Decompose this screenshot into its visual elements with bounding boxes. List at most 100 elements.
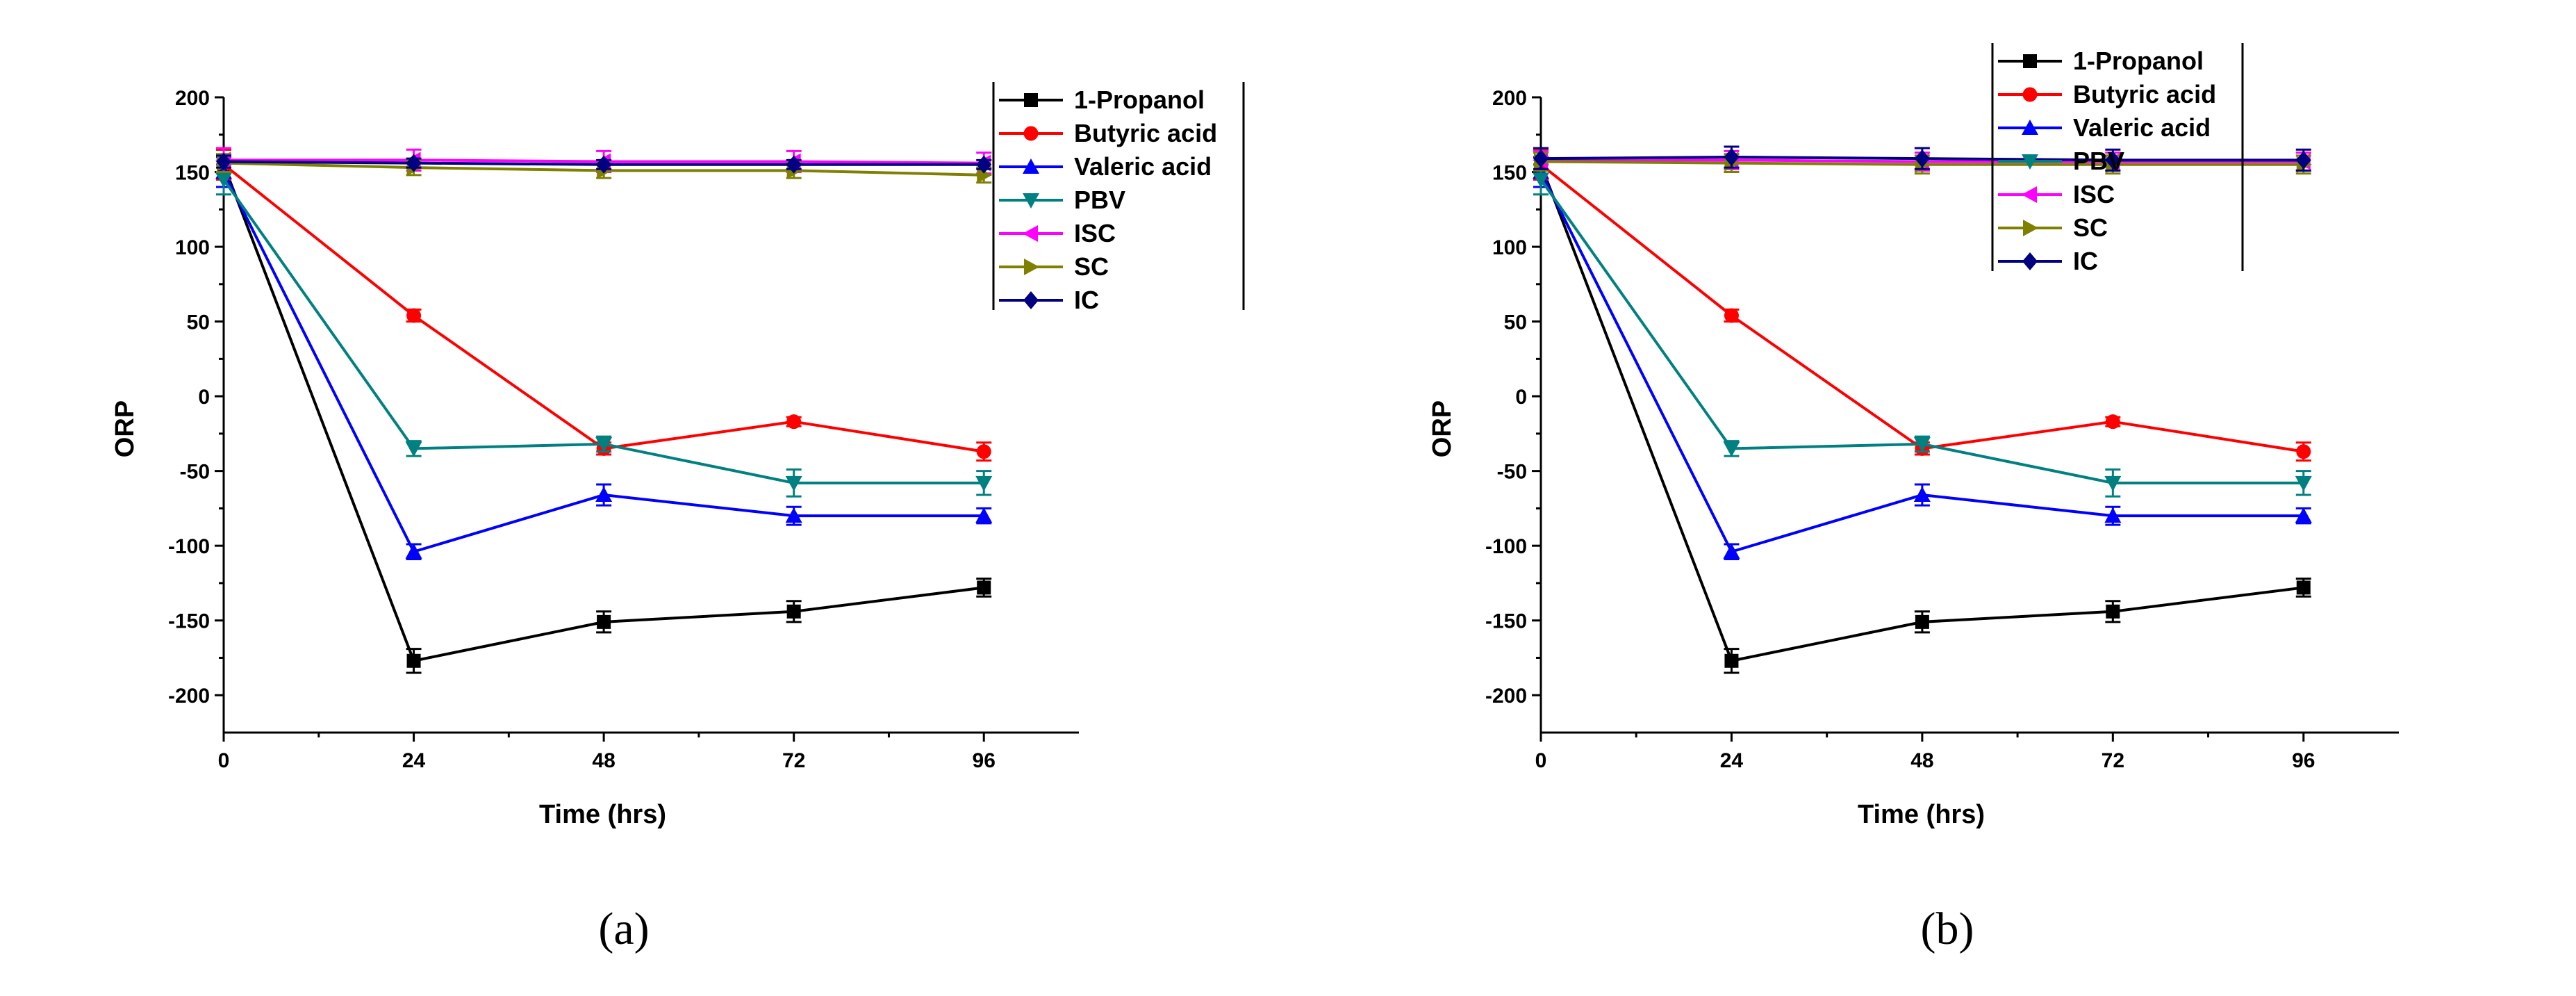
y-tick-label: -100	[168, 535, 210, 558]
data-point	[2295, 475, 2312, 491]
data-point	[406, 154, 422, 172]
y-tick-label: 150	[1492, 162, 1527, 185]
legend: 1-Propanol Butyric acid Valeric acid PBV ISC…	[992, 82, 1245, 314]
legend-label: IC	[1074, 286, 1099, 314]
data-point	[785, 475, 802, 491]
data-point	[2295, 151, 2311, 170]
data-point	[975, 507, 993, 523]
data-point	[1915, 614, 1929, 629]
y-tick-label: -200	[1485, 685, 1527, 708]
data-point	[406, 653, 421, 668]
y-tick-label: 0	[198, 386, 210, 409]
data-point	[1724, 308, 1739, 323]
y-tick-label: -200	[168, 685, 210, 708]
legend-label: ISC	[1074, 219, 1116, 247]
legend-swatch-marker	[1024, 259, 1039, 275]
data-point	[976, 155, 992, 174]
y-tick-label: -50	[180, 461, 210, 484]
data-point	[2296, 444, 2311, 459]
data-point	[977, 580, 991, 595]
series-1-propanol	[216, 148, 992, 674]
data-point	[2295, 507, 2312, 523]
data-point	[785, 507, 802, 523]
data-point	[1533, 149, 1549, 168]
caption-b: (b)	[1921, 904, 1974, 954]
data-point	[786, 604, 801, 619]
y-tick-label: 200	[1492, 87, 1527, 110]
series-ic	[1533, 145, 2311, 172]
chart-panel-b: -200 -150 -100 -50 0 50 100 150 200 0 24 48 72 96 Time…	[1428, 43, 2399, 829]
legend-label: 1-Propanol	[2073, 47, 2204, 75]
y-tick-label: 0	[1515, 386, 1527, 409]
data-point	[786, 155, 802, 174]
legend-label: IC	[2073, 247, 2098, 275]
data-point	[1723, 543, 1740, 559]
legend-swatch-marker	[1023, 158, 1039, 174]
legend-label: PBV	[2073, 147, 2124, 175]
data-point	[1914, 149, 1930, 168]
data-point	[1913, 487, 1931, 503]
x-axis-title: Time (hrs)	[1858, 800, 1985, 829]
legend-label: Butyric acid	[1074, 119, 1217, 147]
legend-label: Butyric acid	[2073, 80, 2216, 108]
legend-label: 1-Propanol	[1074, 85, 1205, 114]
legend-swatch-marker	[1024, 93, 1038, 107]
x-axis-title: Time (hrs)	[539, 800, 666, 829]
legend-swatch-marker	[2022, 186, 2037, 203]
caption-a: (a)	[598, 904, 649, 954]
data-point	[405, 543, 422, 559]
data-point	[596, 155, 612, 174]
data-point	[2104, 507, 2122, 523]
x-tick-label: 0	[1535, 749, 1547, 772]
data-point	[597, 614, 611, 629]
data-point	[216, 152, 231, 171]
x-tick-label: 72	[782, 749, 805, 772]
legend-label: SC	[2073, 213, 2108, 242]
y-tick-label: -150	[168, 610, 210, 633]
data-point	[1533, 172, 1549, 188]
x-tick-label: 24	[402, 749, 426, 772]
y-tick-label: 100	[1492, 236, 1527, 259]
legend-swatch-marker	[1023, 193, 1039, 209]
data-point	[975, 475, 993, 491]
legend-label: SC	[1074, 252, 1109, 281]
x-tick-label: 96	[973, 749, 996, 772]
data-point	[1724, 653, 1739, 668]
y-tick-label: -150	[1485, 610, 1527, 633]
x-tick-label: 0	[218, 749, 230, 772]
data-point	[405, 441, 422, 457]
data-point	[2105, 151, 2121, 170]
data-point	[1723, 441, 1740, 457]
x-tick-label: 48	[592, 749, 615, 772]
y-tick-label: -50	[1497, 461, 1527, 484]
x-tick-label: 72	[2102, 749, 2124, 772]
data-point	[786, 414, 802, 430]
legend-label: PBV	[1074, 186, 1125, 214]
legend-swatch-marker	[1023, 225, 1038, 242]
y-axis-title: ORP	[1428, 400, 1457, 457]
data-point	[2105, 414, 2120, 430]
data-point	[595, 487, 613, 503]
series-pbv	[1533, 163, 2312, 498]
data-point	[2104, 475, 2122, 491]
legend-swatch-marker	[2022, 87, 2038, 102]
data-point	[406, 308, 422, 323]
y-tick-label: 100	[175, 236, 210, 259]
legend-swatch-marker	[1023, 126, 1039, 141]
chart-panel-a: -200 -150 -100 -50 0 50 100 150 200 0 24 48 72 96 Time…	[110, 82, 1245, 829]
series-ic	[216, 152, 992, 174]
legend-swatch-marker	[2022, 154, 2038, 170]
data-point	[2106, 604, 2120, 619]
legend-swatch-marker	[2023, 54, 2037, 68]
y-tick-label: 50	[1504, 311, 1527, 334]
data-point	[1724, 148, 1740, 167]
legend-swatch-marker	[2022, 120, 2038, 135]
y-axis-title: ORP	[110, 400, 140, 457]
x-tick-label: 96	[2292, 749, 2315, 772]
data-point	[977, 166, 993, 183]
data-point	[1913, 436, 1931, 452]
y-tick-label: 200	[175, 87, 210, 110]
legend-label: Valeric acid	[1074, 152, 1212, 181]
